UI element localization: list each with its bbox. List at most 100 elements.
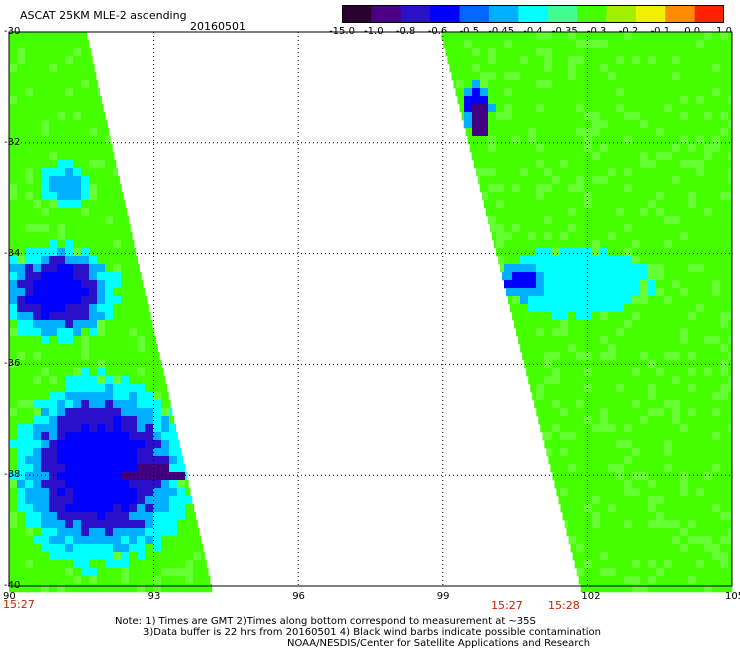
swath-cell xyxy=(576,448,585,457)
swath-cell xyxy=(624,40,633,49)
swath-cell xyxy=(576,528,585,537)
swath-cell xyxy=(33,352,42,361)
swath-cell xyxy=(153,544,162,553)
swath-cell xyxy=(105,352,114,361)
swath-cell xyxy=(65,512,74,521)
swath-cell xyxy=(688,544,697,553)
swath-cell xyxy=(592,408,601,417)
swath-cell xyxy=(520,304,529,313)
swath-cell xyxy=(137,464,146,473)
swath-cell xyxy=(728,488,733,497)
swath-cell xyxy=(696,56,705,65)
swath-cell xyxy=(25,304,34,313)
swath-cell xyxy=(616,152,625,161)
swath-cell xyxy=(73,224,82,233)
swath-cell xyxy=(720,56,729,65)
swath-cell xyxy=(57,496,66,505)
swath-cell xyxy=(520,344,529,353)
swath-cell xyxy=(624,80,633,89)
swath-cell xyxy=(153,496,162,505)
swath-cell xyxy=(608,280,617,289)
swath-cell xyxy=(456,80,465,89)
swath-cell xyxy=(632,296,641,305)
swath-cell xyxy=(656,192,665,201)
swath-cell xyxy=(688,256,697,265)
swath-cell xyxy=(568,232,577,241)
swath-cell xyxy=(528,184,537,193)
swath-cell xyxy=(576,216,585,225)
swath-cell xyxy=(504,112,513,121)
colorbar-swatch xyxy=(606,5,637,23)
swath-cell xyxy=(41,440,50,449)
swath-cell xyxy=(544,248,553,257)
swath-cell xyxy=(656,336,665,345)
swath-cell xyxy=(624,456,633,465)
swath-cell xyxy=(113,208,122,217)
swath-cell xyxy=(568,160,577,169)
swath-cell xyxy=(600,544,609,553)
swath-cell xyxy=(137,304,146,313)
swath-cell xyxy=(568,32,577,41)
swath-cell xyxy=(712,448,721,457)
swath-cell xyxy=(542,432,545,441)
swath-cell xyxy=(512,240,521,249)
swath-cell xyxy=(9,352,18,361)
swath-cell xyxy=(616,264,625,273)
swath-cell xyxy=(608,288,617,297)
swath-cell xyxy=(608,104,617,113)
swath-cell xyxy=(488,120,497,129)
swath-cell xyxy=(49,416,58,425)
swath-cell xyxy=(25,512,34,521)
swath-cell xyxy=(576,408,585,417)
swath-cell xyxy=(25,160,34,169)
swath-cell xyxy=(592,152,601,161)
swath-cell xyxy=(89,352,98,361)
swath-cell xyxy=(520,112,529,121)
swath-cell xyxy=(560,400,569,409)
swath-cell xyxy=(576,120,585,129)
swath-cell xyxy=(704,560,713,569)
swath-cell xyxy=(65,280,74,289)
swath-cell xyxy=(584,352,593,361)
swath-cell xyxy=(728,440,733,449)
swath-cell xyxy=(129,264,138,273)
swath-cell xyxy=(57,312,66,321)
swath-cell xyxy=(560,424,569,433)
swath-cell xyxy=(656,32,665,41)
swath-cell xyxy=(696,216,705,225)
swath-cell xyxy=(97,216,106,225)
swath-cell xyxy=(712,336,721,345)
swath-cell xyxy=(512,232,521,241)
swath-cell xyxy=(89,304,98,313)
swath-cell xyxy=(568,408,577,417)
swath-cell xyxy=(672,56,681,65)
swath-cell xyxy=(41,328,50,337)
swath-cell xyxy=(664,96,673,105)
swath-cell xyxy=(640,96,649,105)
swath-cell xyxy=(456,48,465,57)
swath-cell xyxy=(656,576,665,585)
swath-cell xyxy=(97,464,106,473)
swath-cell xyxy=(704,512,713,521)
swath-cell xyxy=(728,72,733,81)
swath-cell xyxy=(600,328,609,337)
swath-cell xyxy=(65,72,74,81)
swath-cell xyxy=(17,136,26,145)
swath-cell xyxy=(9,160,18,169)
swath-cell xyxy=(704,520,713,529)
swath-cell xyxy=(129,472,138,481)
swath-cell xyxy=(688,328,697,337)
swath-cell xyxy=(17,328,26,337)
swath-cell xyxy=(49,448,58,457)
swath-cell xyxy=(696,280,705,289)
swath-cell xyxy=(624,48,633,57)
swath-cell xyxy=(624,384,633,393)
swath-cell xyxy=(608,200,617,209)
swath-cell xyxy=(33,320,42,329)
swath-cell xyxy=(696,392,705,401)
swath-cell xyxy=(664,88,673,97)
swath-cell xyxy=(544,112,553,121)
swath-cell xyxy=(672,560,681,569)
swath-cell xyxy=(25,584,34,593)
swath-cell xyxy=(49,112,58,121)
